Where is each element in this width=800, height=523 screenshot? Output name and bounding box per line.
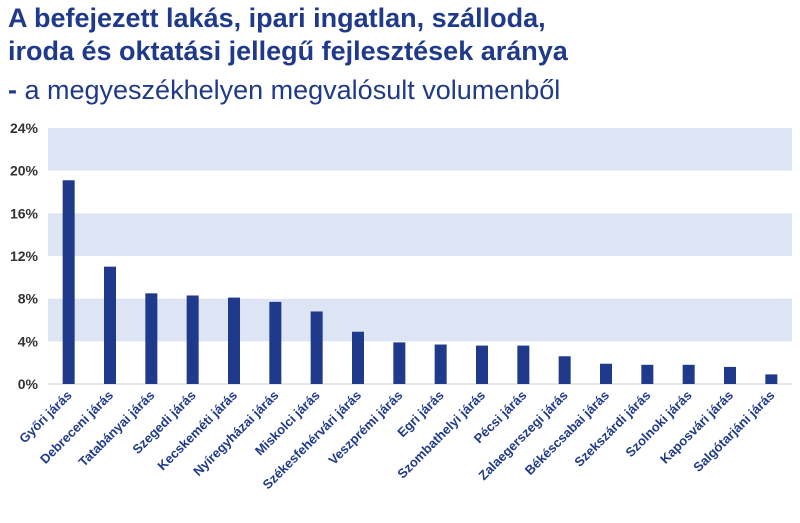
bar xyxy=(393,342,406,384)
grid-band xyxy=(48,341,792,384)
x-tick-label: Szekszárdi járás xyxy=(571,388,653,470)
y-axis-ticks: 0% 4% 8% 12% 16% 20% 24% xyxy=(10,120,39,392)
y-tick-label: 20% xyxy=(10,163,39,179)
y-tick-label: 4% xyxy=(18,333,39,349)
chart-subtitle: - a megyeszékhelyen megvalósult volumenb… xyxy=(8,74,798,107)
bar xyxy=(517,345,530,384)
x-tick-label: Debreceni járás xyxy=(37,388,116,467)
chart-title-line-1: A befejezett lakás, ipari ingatlan, szál… xyxy=(8,3,546,33)
bar xyxy=(765,374,778,384)
bar xyxy=(558,356,571,384)
bar xyxy=(724,366,736,384)
bar xyxy=(228,297,240,384)
x-tick-label: Tatabányai járás xyxy=(75,388,157,470)
bar xyxy=(310,311,323,384)
y-tick-label: 16% xyxy=(10,205,39,221)
bar xyxy=(434,344,447,384)
y-tick-label: 12% xyxy=(10,248,39,264)
grid-band xyxy=(48,298,792,342)
bar xyxy=(600,363,612,384)
grid-band xyxy=(48,256,792,299)
grid-band xyxy=(48,213,792,256)
bar xyxy=(352,331,364,384)
bar xyxy=(476,345,488,384)
x-tick-label: Veszprémi járás xyxy=(325,388,405,468)
bar xyxy=(104,266,116,384)
y-tick-label: 24% xyxy=(10,120,39,136)
bar xyxy=(186,295,199,384)
bar xyxy=(269,301,282,384)
bar xyxy=(641,364,654,384)
bar xyxy=(145,293,158,384)
grid-band xyxy=(48,170,792,214)
grid-bands xyxy=(48,128,792,385)
y-tick-label: 8% xyxy=(18,291,39,307)
bar xyxy=(62,180,75,384)
chart-title-line-2: iroda és oktatási jellegű fejlesztések a… xyxy=(8,36,568,66)
subtitle-dash: - xyxy=(8,75,17,105)
grid-band xyxy=(48,128,792,171)
x-tick-label: Salgótarjáni járás xyxy=(690,388,777,475)
y-tick-label: 0% xyxy=(18,376,39,392)
bar xyxy=(682,364,695,384)
chart-title: A befejezett lakás, ipari ingatlan, szál… xyxy=(8,2,798,68)
x-tick-label: Kaposvári járás xyxy=(657,388,736,467)
subtitle-text: a megyeszékhelyen megvalósult volumenből xyxy=(17,75,561,105)
bars xyxy=(62,180,778,384)
